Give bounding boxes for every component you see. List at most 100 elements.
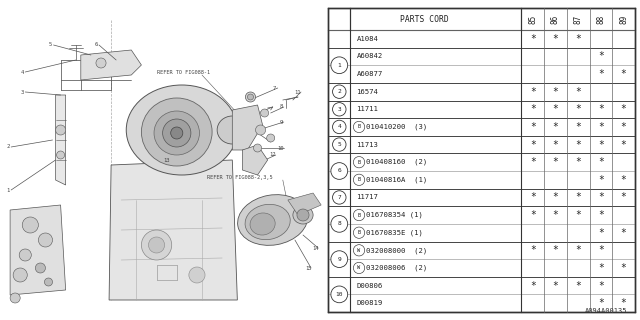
Text: REFER TO FIG088-1: REFER TO FIG088-1 [157,70,210,76]
Text: *: * [598,192,604,203]
Text: *: * [621,192,627,203]
Text: *: * [598,210,604,220]
Circle shape [163,119,191,147]
Circle shape [255,125,266,135]
Text: 9: 9 [279,119,282,124]
Text: *: * [530,245,536,255]
Text: 86: 86 [551,14,560,24]
Text: *: * [598,245,604,255]
Circle shape [331,57,348,74]
Text: *: * [621,228,627,238]
Text: *: * [530,104,536,114]
Text: 1: 1 [337,63,341,68]
Text: *: * [552,157,558,167]
Text: 13: 13 [163,157,170,163]
Text: A60877: A60877 [356,71,383,77]
Text: 4: 4 [337,124,341,129]
Circle shape [297,209,309,221]
Circle shape [13,268,28,282]
Circle shape [189,267,205,283]
Circle shape [44,278,52,286]
Text: *: * [575,245,581,255]
Polygon shape [109,160,237,300]
Text: 1: 1 [6,188,10,193]
Text: *: * [598,263,604,273]
Circle shape [353,227,365,238]
Text: 8: 8 [279,105,282,109]
Circle shape [353,156,365,168]
Polygon shape [56,95,66,185]
Polygon shape [81,50,141,80]
Circle shape [353,121,365,132]
Text: 3: 3 [20,90,24,94]
Ellipse shape [141,98,212,166]
Ellipse shape [245,204,290,240]
Ellipse shape [237,195,308,245]
Text: 11: 11 [294,90,301,94]
Text: 3: 3 [337,107,341,112]
Text: *: * [530,281,536,291]
Text: *: * [598,52,604,61]
Text: *: * [598,122,604,132]
Text: B: B [358,177,360,182]
Text: *: * [530,140,536,149]
Circle shape [38,233,52,247]
Circle shape [35,263,45,273]
Text: 6: 6 [337,169,341,173]
Text: B: B [358,160,360,165]
Text: *: * [575,34,581,44]
Text: 01040816A  (1): 01040816A (1) [365,177,427,183]
Text: 4: 4 [20,69,24,75]
Circle shape [333,138,346,151]
Text: *: * [621,104,627,114]
Text: *: * [621,298,627,308]
Text: W: W [358,248,360,253]
Text: *: * [530,87,536,97]
Text: 5: 5 [49,43,52,47]
Text: B: B [358,230,360,235]
Circle shape [331,163,348,179]
Text: 88: 88 [596,14,605,24]
Ellipse shape [293,206,313,224]
Text: PARTS CORD: PARTS CORD [401,14,449,23]
Text: *: * [575,157,581,167]
Text: 15: 15 [305,266,311,270]
Circle shape [245,92,255,102]
Ellipse shape [250,213,275,235]
Circle shape [331,215,348,232]
Text: *: * [621,263,627,273]
Text: 2: 2 [6,145,10,149]
Text: *: * [621,175,627,185]
Text: 11711: 11711 [356,106,378,112]
Circle shape [267,134,275,142]
Circle shape [333,103,346,116]
Text: *: * [552,104,558,114]
Text: 016708354 (1): 016708354 (1) [365,212,422,218]
Text: *: * [621,122,627,132]
Polygon shape [243,145,268,175]
Ellipse shape [217,116,248,144]
Text: D00819: D00819 [356,300,383,306]
Ellipse shape [154,111,200,155]
Circle shape [141,230,172,260]
Circle shape [260,109,269,117]
Circle shape [333,85,346,98]
Text: *: * [530,34,536,44]
Text: D00806: D00806 [356,283,383,289]
Circle shape [56,125,66,135]
Text: *: * [621,140,627,149]
Text: *: * [575,281,581,291]
Text: 85: 85 [528,14,537,24]
Text: 2: 2 [337,89,341,94]
Text: *: * [575,140,581,149]
Text: 89: 89 [619,14,628,24]
Circle shape [248,94,253,100]
Text: 11717: 11717 [356,195,378,200]
Text: 87: 87 [573,14,582,24]
Circle shape [353,245,365,256]
Text: *: * [552,34,558,44]
Text: B: B [358,124,360,129]
Text: *: * [530,157,536,167]
Circle shape [10,293,20,303]
Text: *: * [598,69,604,79]
